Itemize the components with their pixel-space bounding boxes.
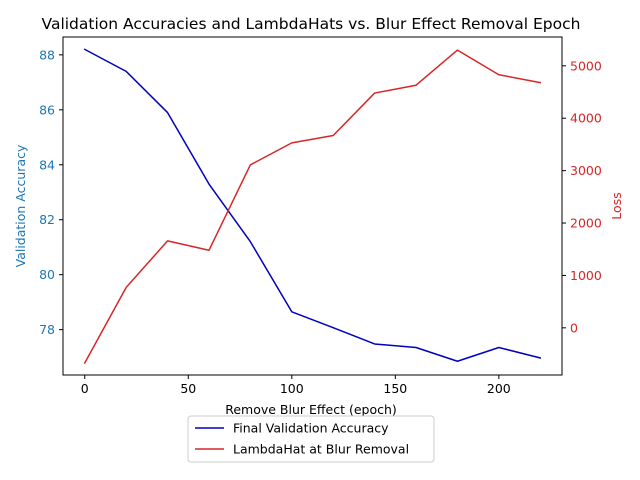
x-tick-label: 150 <box>383 381 407 396</box>
series-layer <box>83 48 542 364</box>
x-axis-ticks: 0 50 100 150 200 <box>81 375 511 396</box>
y-left-axis-label: Validation Accuracy <box>13 144 28 267</box>
y-right-tick-label: 1000 <box>570 268 602 283</box>
y-left-axis-ticks: 78 80 82 84 86 88 <box>39 47 63 337</box>
y-right-tick-label: 2000 <box>570 216 602 231</box>
y-right-tick-label: 4000 <box>570 111 602 126</box>
y-right-tick-label: 3000 <box>570 163 602 178</box>
chart-title: Validation Accuracies and LambdaHats vs.… <box>42 15 581 33</box>
x-tick-label: 0 <box>81 381 89 396</box>
legend-label-accuracy: Final Validation Accuracy <box>233 421 389 436</box>
y-left-tick-label: 86 <box>39 102 55 117</box>
y-right-axis-ticks: 0 1000 2000 3000 4000 5000 <box>562 58 602 335</box>
y-left-tick-label: 84 <box>39 157 55 172</box>
y-right-tick-label: 0 <box>570 320 578 335</box>
y-right-tick-label: 5000 <box>570 58 602 73</box>
y-left-tick-label: 78 <box>39 322 55 337</box>
y-right-axis-label: Loss <box>609 192 624 219</box>
y-left-tick-label: 80 <box>39 267 55 282</box>
y-left-tick-label: 88 <box>39 47 55 62</box>
legend-frame <box>187 415 435 463</box>
x-tick-label: 50 <box>180 381 196 396</box>
x-tick-label: 200 <box>487 381 511 396</box>
legend: Final Validation Accuracy LambdaHat at B… <box>187 415 435 463</box>
x-tick-label: 100 <box>280 381 304 396</box>
y-left-tick-label: 82 <box>39 212 55 227</box>
legend-label-lambdahat: LambdaHat at Blur Removal <box>233 442 409 457</box>
series-line-accuracy <box>83 48 542 363</box>
series-line-lambdahat <box>83 49 542 364</box>
x-axis-label: Remove Blur Effect (epoch) <box>225 402 397 417</box>
plot-area-frame <box>62 36 563 376</box>
